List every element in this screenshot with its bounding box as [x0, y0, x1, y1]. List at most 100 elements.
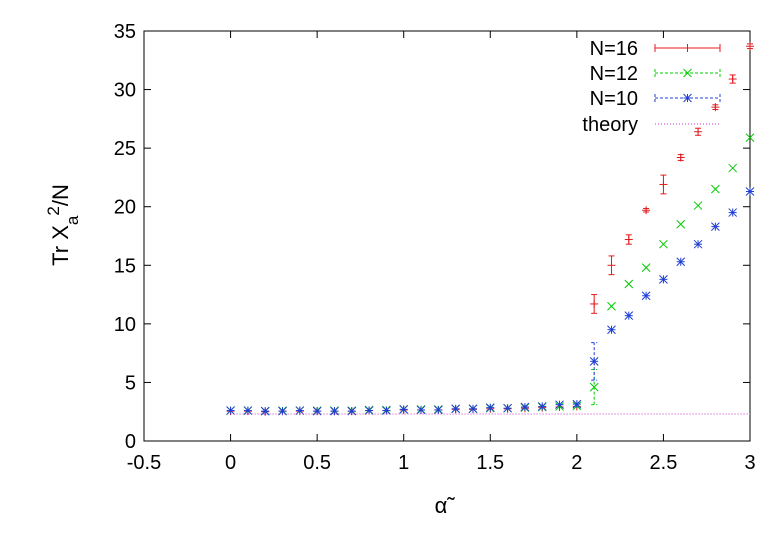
marker-stroke [330, 406, 339, 416]
marker-stroke [572, 399, 582, 409]
marker-stroke [728, 208, 738, 217]
data-point [745, 187, 755, 196]
legend: N=16 N=12 N=10 theory [582, 38, 721, 136]
data-point [520, 402, 530, 412]
data-point [676, 219, 686, 229]
data-point [641, 291, 651, 301]
marker-stroke [676, 257, 686, 267]
data-point [243, 406, 253, 415]
x-axis-label: α̃ [435, 493, 456, 518]
legend-label: N=16 [590, 38, 638, 60]
plot-border [143, 30, 751, 442]
data-point [745, 133, 755, 142]
marker-stroke [641, 291, 651, 301]
marker-stroke [693, 201, 703, 210]
data-point [683, 68, 692, 78]
data-point [683, 44, 692, 52]
x-tick-label: 2 [571, 452, 582, 474]
y-tick-label: 25 [114, 138, 136, 160]
data-point [607, 325, 616, 335]
marker-stroke [711, 222, 720, 231]
marker-stroke [693, 239, 703, 249]
data-point [659, 274, 668, 284]
data-point [676, 153, 685, 162]
y-tick-label: 0 [125, 431, 136, 453]
data-point [728, 75, 737, 84]
marker-stroke [485, 403, 495, 412]
marker-stroke [364, 406, 374, 415]
marker-stroke [676, 219, 686, 229]
x-tick-label: -0.5 [127, 452, 161, 474]
y-axis-label: Tr Xa2/N [44, 184, 82, 266]
marker-stroke [728, 163, 738, 173]
data-point [364, 406, 374, 415]
data-point [589, 356, 599, 366]
data-point [451, 404, 461, 414]
marker-stroke [659, 274, 668, 284]
series-n-10 [226, 187, 755, 416]
marker-stroke [641, 263, 651, 272]
data-point [416, 405, 426, 415]
data-point [624, 279, 634, 289]
data-point [433, 405, 443, 415]
data-layer [226, 42, 755, 416]
data-point [485, 403, 495, 412]
y-tick-label: 15 [114, 255, 136, 277]
x-tick-label: 1 [398, 452, 409, 474]
marker-stroke [312, 406, 322, 416]
data-point [503, 403, 512, 413]
data-point [226, 406, 235, 415]
marker-stroke [416, 405, 426, 415]
marker-stroke [451, 404, 461, 414]
y-tick-label: 20 [114, 197, 136, 219]
marker-stroke [589, 382, 599, 392]
data-point [260, 406, 270, 416]
marker-stroke [624, 311, 634, 321]
y-tick-label: 10 [114, 314, 136, 336]
legend-label: N=10 [590, 88, 638, 110]
data-point [312, 406, 322, 416]
marker-stroke [520, 402, 530, 412]
data-point [572, 399, 582, 409]
marker-stroke [745, 187, 755, 196]
marker-stroke [589, 356, 599, 366]
marker-stroke [683, 93, 692, 103]
x-tick-label: 0.5 [303, 452, 331, 474]
y-tick-label: 30 [114, 80, 136, 102]
legend-label: theory [582, 114, 638, 136]
data-point [607, 301, 616, 311]
data-point [642, 206, 651, 215]
data-point [746, 42, 754, 51]
marker-stroke [347, 406, 357, 416]
marker-stroke [711, 184, 720, 194]
marker-stroke [624, 279, 634, 289]
data-point [693, 239, 703, 249]
data-point [295, 406, 305, 415]
marker-stroke [468, 404, 478, 414]
marker-stroke [226, 406, 235, 415]
data-point [555, 400, 564, 410]
legend-label: N=12 [590, 63, 638, 85]
x-tick-label: 2.5 [650, 452, 678, 474]
x-tick-label: 1.5 [476, 452, 504, 474]
marker-stroke [683, 68, 692, 78]
data-point [711, 103, 720, 112]
marker-stroke [260, 406, 270, 416]
marker-stroke [745, 133, 755, 142]
data-point [589, 382, 599, 392]
data-point [711, 222, 720, 231]
data-point [676, 257, 686, 267]
data-point [468, 404, 478, 414]
data-point [659, 180, 668, 189]
data-point [728, 208, 738, 217]
marker-stroke [278, 406, 287, 416]
data-point [659, 239, 668, 249]
data-point [711, 184, 720, 194]
marker-stroke [555, 400, 564, 410]
marker-stroke [503, 403, 512, 413]
data-point [537, 402, 547, 411]
marker-stroke [399, 405, 409, 414]
x-tick-label: 3 [744, 452, 755, 474]
